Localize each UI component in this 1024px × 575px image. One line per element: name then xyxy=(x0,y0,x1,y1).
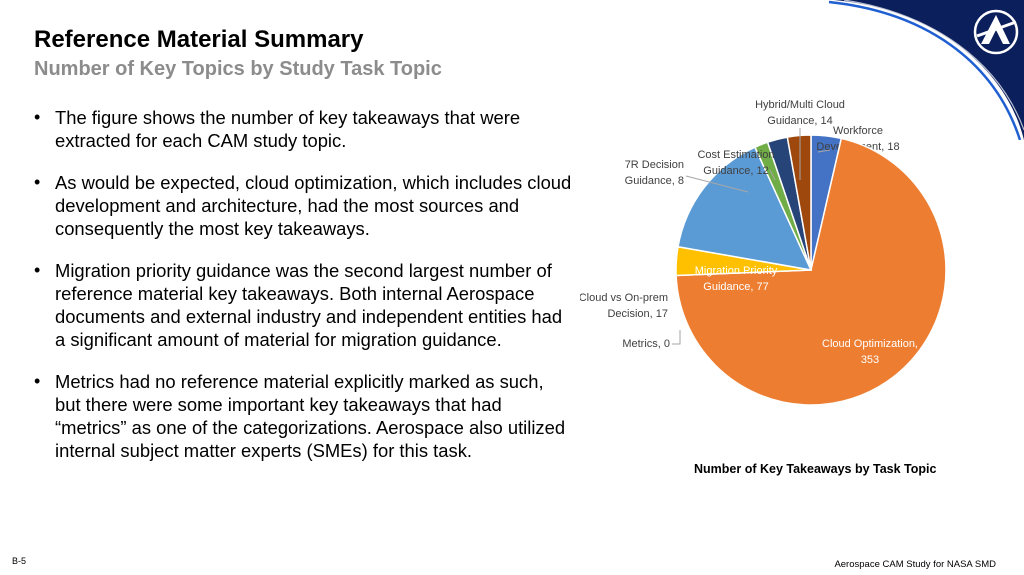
page-title: Reference Material Summary xyxy=(34,26,364,53)
slice-label: 7R Decision Guidance, 8 xyxy=(625,159,684,187)
bullet-dot-icon: • xyxy=(34,107,41,127)
slice-label: Cloud vs On-prem Decision, 17 xyxy=(580,292,668,320)
pie-slice xyxy=(786,134,812,271)
page-subtitle: Number of Key Topics by Study Task Topic xyxy=(34,58,442,80)
page-number: B-5 xyxy=(12,556,27,566)
slice-label: Metrics, 0 xyxy=(622,338,670,350)
pie-slice xyxy=(677,146,813,271)
pie-slice xyxy=(675,137,947,406)
bullet-item: • Metrics had no reference material expli… xyxy=(34,371,566,461)
bullet-item: • The figure shows the number of key take… xyxy=(34,107,521,151)
slice-label: Cost Estimation Guidance, 12 xyxy=(697,149,774,177)
slice-label: Hybrid/Multi Cloud Guidance, 14 xyxy=(755,99,845,127)
bullet-list: • The figure shows the number of key take… xyxy=(34,106,574,481)
slice-label: Cloud Optimization, 353 xyxy=(822,338,918,366)
pie-chart: WorkforceDevelopment, 18Cloud Optimizati… xyxy=(580,99,947,406)
aerospace-logo-icon xyxy=(973,9,1019,55)
leader-line xyxy=(817,149,831,153)
slice-label: Migration Priority Guidance, 77 xyxy=(695,265,778,293)
leader-line xyxy=(672,330,681,345)
bullet-item: • Migration priority guidance was the sec… xyxy=(34,260,563,350)
leader-line xyxy=(769,169,776,181)
bullet-item: • As would be expected, cloud optimizatio… xyxy=(34,172,572,239)
bullet-dot-icon: • xyxy=(34,260,41,280)
bullet-dot-icon: • xyxy=(34,371,41,391)
corner-decoration xyxy=(828,0,1024,140)
bullet-dot-icon: • xyxy=(34,172,41,192)
footer-text: Aerospace CAM Study for NASA SMD xyxy=(834,559,996,570)
leader-line xyxy=(685,175,749,193)
chart-caption: Number of Key Takeaways by Task Topic xyxy=(694,462,937,476)
